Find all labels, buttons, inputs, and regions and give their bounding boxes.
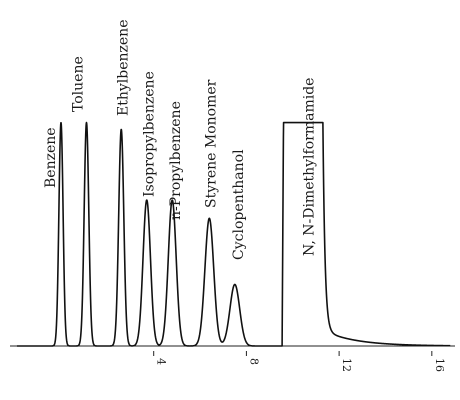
x-axis-ticks: 4 8 12 16 (153, 351, 446, 372)
x-tick-label-8: 8 (247, 358, 260, 365)
peak-label-isopropylbenzene: Isopropylbenzene (142, 71, 158, 197)
peak-label-cyclopenthanol: Cyclopenthanol (231, 149, 247, 260)
peak-label-n-propylbenzene: n-Propylbenzene (168, 101, 184, 220)
peak-label-toluene: Toluene (70, 56, 86, 112)
peak-label-n-n-dimethylformamide: N, N-Dimethylformamide (301, 78, 317, 256)
peak-label-ethylbenzene: Ethylbenzene (115, 20, 131, 116)
x-tick-label-4: 4 (155, 358, 168, 365)
chromatogram-trace (16, 121, 451, 347)
peak-label-benzene: Benzene (43, 127, 59, 188)
x-tick-label-12: 12 (340, 358, 353, 372)
peak-label-styrene-monomer: Styrene Monomer (203, 79, 219, 208)
x-tick-label-16: 16 (433, 358, 446, 372)
peak-labels: Benzene Toluene Ethylbenzene Isopropylbenze… (43, 20, 318, 260)
